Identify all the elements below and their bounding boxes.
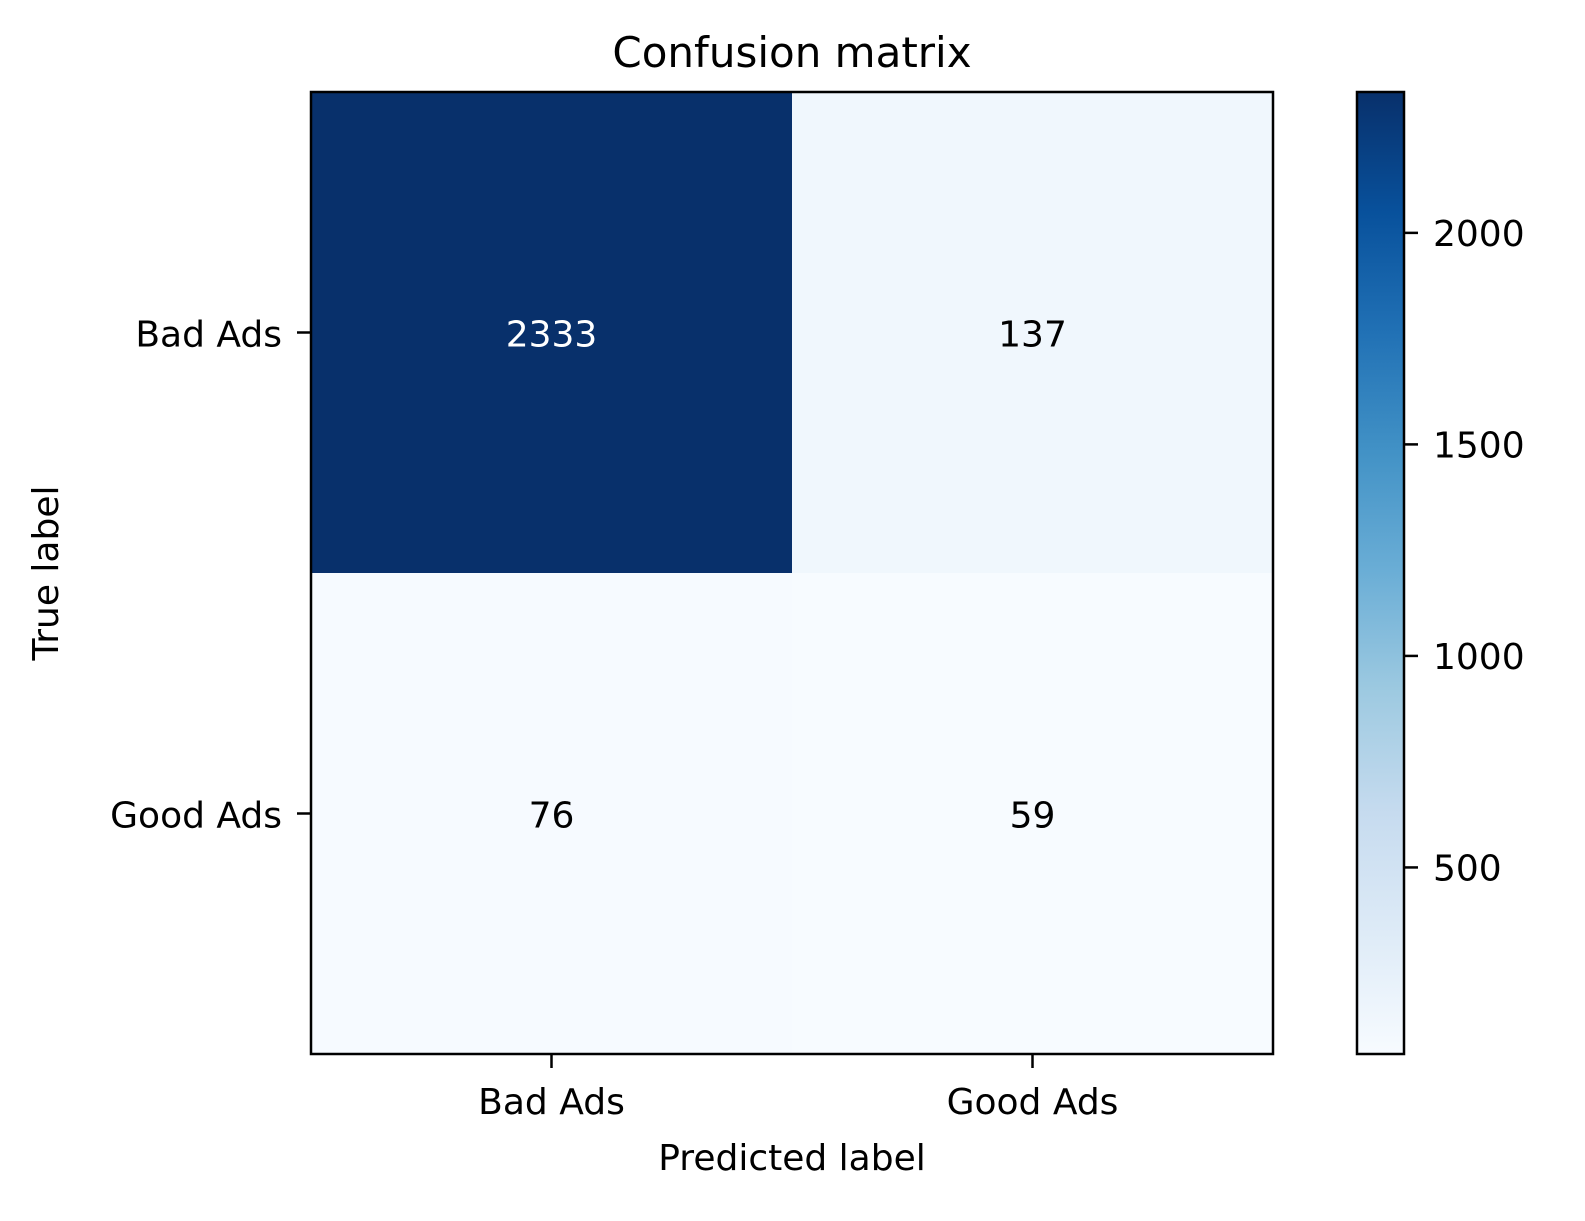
- y-tick-label: Bad Ads: [135, 315, 282, 356]
- chart-title: Confusion matrix: [612, 28, 971, 77]
- cell-value-label: 2333: [506, 315, 598, 356]
- colorbar-tick-label: 1500: [1433, 425, 1525, 466]
- y-axis-ticks: Bad Ads Good Ads: [110, 315, 311, 837]
- x-axis-label: Predicted label: [658, 1138, 926, 1179]
- colorbar: [1355, 90, 1406, 1056]
- heatmap-cell-1-0: [311, 573, 792, 1054]
- heatmap-cell-0-0: [311, 92, 792, 573]
- x-tick-label: Good Ads: [947, 1082, 1119, 1123]
- x-tick-label: Bad Ads: [478, 1082, 625, 1123]
- heatmap-cell-1-1: [792, 573, 1273, 1054]
- cell-value-labels: 2333 137 76 59: [506, 315, 1067, 837]
- plot-frame: [309, 90, 1275, 1056]
- heatmap-cells: [311, 92, 1273, 1054]
- colorbar-tick-label: 2000: [1433, 214, 1525, 255]
- x-axis-ticks: Bad Ads Good Ads: [478, 1054, 1118, 1123]
- y-axis-label: True label: [26, 486, 67, 662]
- colorbar-tick-label: 1000: [1433, 637, 1525, 678]
- colorbar-ticks: 500 1000 1500 2000: [1404, 214, 1525, 889]
- colorbar-tick-label: 500: [1433, 848, 1502, 889]
- y-tick-label: Good Ads: [110, 796, 282, 837]
- cell-value-label: 76: [529, 796, 575, 837]
- cell-value-label: 59: [1010, 796, 1056, 837]
- cell-value-label: 137: [998, 315, 1067, 356]
- heatmap-cell-0-1: [792, 92, 1273, 573]
